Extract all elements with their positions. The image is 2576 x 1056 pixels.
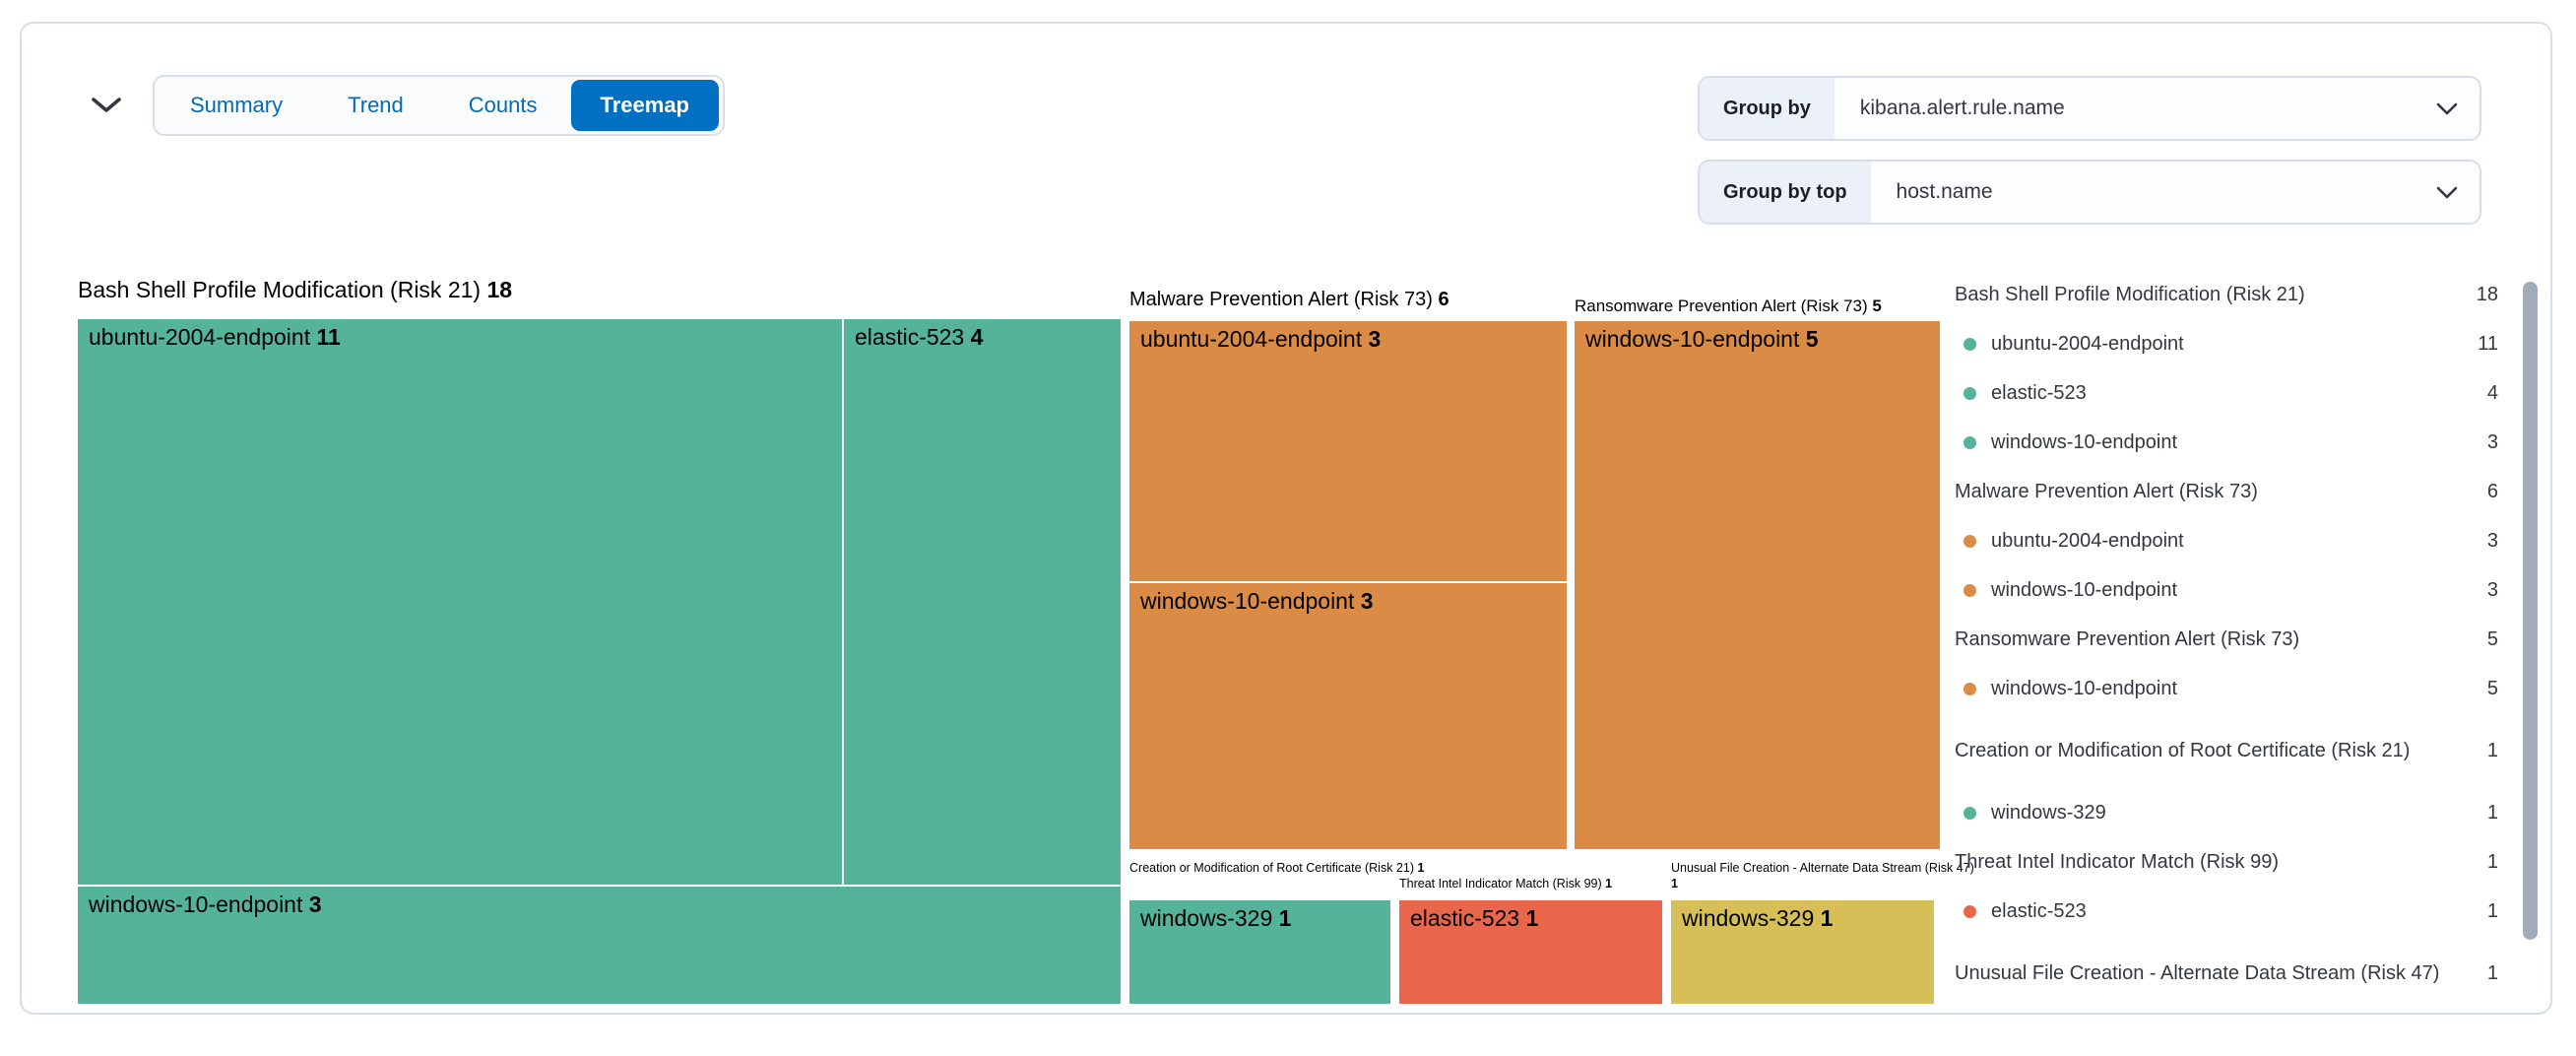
legend-item-row[interactable]: elastic-523 4 [1955,368,2498,418]
treemap-tile[interactable]: elastic-523 4 [844,319,1121,885]
legend-label: windows-10-endpoint [1991,677,2178,699]
treemap-group-title: Unusual File Creation - Alternate Data S… [1671,861,1974,891]
treemap-group-title: Malware Prevention Alert (Risk 73) 6 [1129,289,1449,310]
legend-color-dot-icon [1964,904,1976,918]
legend-header-row[interactable]: Threat Intel Indicator Match (Risk 99) 1 [1955,837,2498,887]
legend-label: Unusual File Creation - Alternate Data S… [1955,961,2440,984]
chevron-down-icon [2436,78,2479,139]
alerts-view-button-group: Summary Trend Counts Treemap [153,75,725,136]
legend-color-dot-icon [1964,386,1976,400]
legend-value: 11 [2478,332,2498,355]
legend-value: 6 [2486,480,2498,502]
legend-item-row[interactable]: windows-329 1 [1955,788,2498,837]
tab-counts[interactable]: Counts [436,77,570,134]
legend-label: windows-10-endpoint [1991,578,2178,601]
legend-value: 1 [2486,899,2498,922]
legend-header-row[interactable]: Ransomware Prevention Alert (Risk 73) 5 [1955,615,2498,664]
legend-item-row[interactable]: ubuntu-2004-endpoint 11 [1955,319,2498,368]
legend-label: Malware Prevention Alert (Risk 73) [1955,480,2258,502]
legend-label: Bash Shell Profile Modification (Risk 21… [1955,283,2305,305]
treemap-tile[interactable]: windows-10-endpoint 3 [1129,583,1567,849]
group-by-top-select[interactable]: Group by top host.name [1698,160,2481,225]
legend-label: Ransomware Prevention Alert (Risk 73) [1955,627,2300,650]
legend-color-dot-icon [1964,583,1976,597]
legend-item-row[interactable]: elastic-523 1 [1955,887,2498,936]
treemap-tile[interactable]: ubuntu-2004-endpoint 11 [78,319,842,885]
legend-value: 18 [2476,283,2498,305]
chevron-down-icon [91,97,122,117]
legend-item-row[interactable]: windows-10-endpoint 3 [1955,565,2498,615]
treemap-group-title: Bash Shell Profile Modification (Risk 21… [78,277,513,302]
treemap-tile[interactable]: windows-329 1 [1129,900,1390,1004]
treemap-group-title: Creation or Modification of Root Certifi… [1129,861,1425,875]
legend-color-dot-icon [1964,806,1976,820]
legend-value: 3 [2486,430,2498,453]
legend-color-dot-icon [1964,534,1976,548]
legend-label: windows-10-endpoint [1991,430,2178,453]
group-by-value: kibana.alert.rule.name [1859,97,2065,119]
collapse-section-button[interactable] [81,85,132,128]
alerts-panel: Summary Trend Counts Treemap Group by ki… [20,22,2552,1015]
legend-item-row[interactable]: ubuntu-2004-endpoint 3 [1955,516,2498,565]
treemap-chart: Bash Shell Profile Modification (Risk 21… [22,24,2576,1056]
legend-value: 4 [2486,381,2498,404]
legend-label: ubuntu-2004-endpoint [1991,529,2184,552]
treemap-group-title: Threat Intel Indicator Match (Risk 99) 1 [1399,877,1613,891]
legend-color-dot-icon [1964,435,1976,449]
legend-item-row[interactable]: windows-10-endpoint 5 [1955,664,2498,713]
legend-label: windows-329 [1991,801,2106,824]
legend-value: 5 [2486,677,2498,699]
legend-label: elastic-523 [1991,899,2087,922]
legend-header-row[interactable]: Creation or Modification of Root Certifi… [1955,713,2498,788]
treemap-legend: Bash Shell Profile Modification (Risk 21… [1955,270,2498,1011]
chevron-down-icon [2436,162,2479,223]
legend-value: 5 [2486,627,2498,650]
treemap-tile[interactable]: windows-10-endpoint 5 [1575,321,1940,849]
treemap-tile[interactable]: ubuntu-2004-endpoint 3 [1129,321,1567,581]
group-by-top-value: host.name [1896,180,1993,203]
legend-label: elastic-523 [1991,381,2087,404]
treemap-tile[interactable]: windows-329 1 [1671,900,1934,1004]
group-by-top-label: Group by top [1700,162,1871,223]
legend-color-dot-icon [1964,337,1976,351]
legend-value: 3 [2486,578,2498,601]
legend-value: 1 [2486,961,2498,984]
legend-label: Creation or Modification of Root Certifi… [1955,739,2411,761]
tab-trend[interactable]: Trend [315,77,436,134]
legend-item-row[interactable]: windows-10-endpoint 3 [1955,418,2498,467]
tab-treemap[interactable]: Treemap [570,80,719,131]
legend-value: 1 [2486,739,2498,761]
group-by-select[interactable]: Group by kibana.alert.rule.name [1698,76,2481,141]
legend-color-dot-icon [1964,682,1976,695]
treemap-tile[interactable]: elastic-523 1 [1399,900,1662,1004]
legend-label: Threat Intel Indicator Match (Risk 99) [1955,850,2280,873]
tab-summary[interactable]: Summary [158,77,315,134]
legend-value: 1 [2486,801,2498,824]
group-by-label: Group by [1700,78,1835,139]
treemap-group-title: Ransomware Prevention Alert (Risk 73) 5 [1575,297,1882,315]
treemap-tile[interactable]: windows-10-endpoint 3 [78,887,1121,1004]
legend-label: ubuntu-2004-endpoint [1991,332,2184,355]
legend-value: 3 [2486,529,2498,552]
legend-header-row[interactable]: Unusual File Creation - Alternate Data S… [1955,936,2498,1011]
legend-header-row[interactable]: Malware Prevention Alert (Risk 73) 6 [1955,467,2498,516]
legend-value: 1 [2486,850,2498,873]
legend-header-row[interactable]: Bash Shell Profile Modification (Risk 21… [1955,270,2498,319]
legend-scrollbar[interactable] [2523,282,2538,940]
